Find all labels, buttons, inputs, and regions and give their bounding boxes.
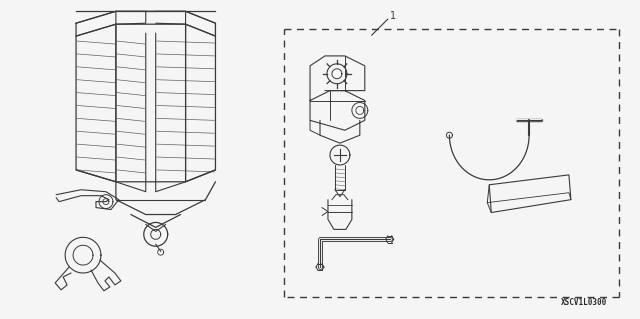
Text: XSCV1L0300: XSCV1L0300	[561, 298, 607, 307]
Text: 1: 1	[390, 11, 396, 21]
